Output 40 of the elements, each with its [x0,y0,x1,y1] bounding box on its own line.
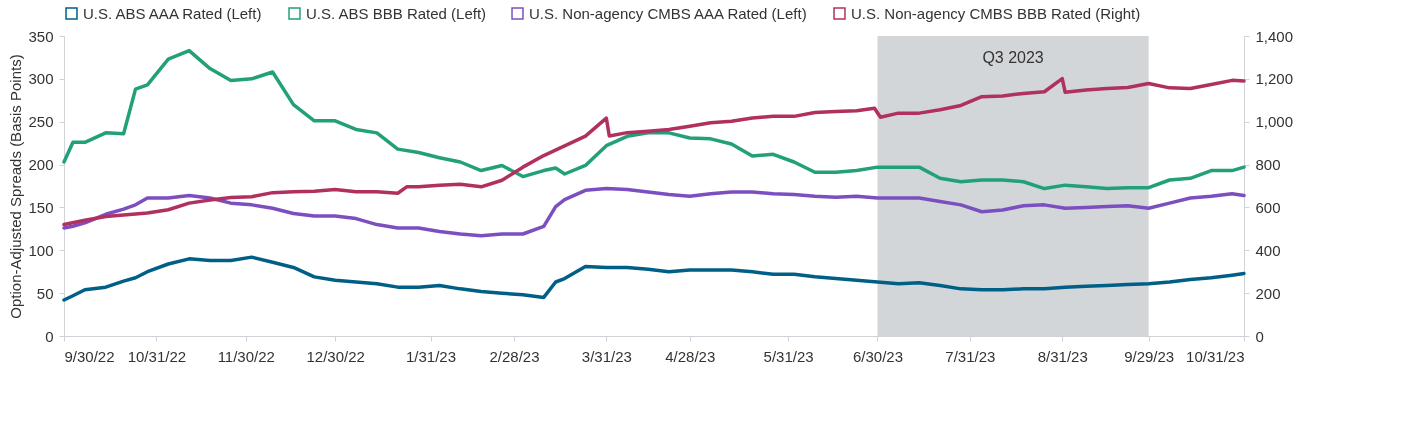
x-tick-label: 6/30/23 [852,347,904,365]
line-series [62,255,1246,302]
y2-tick-label: 1,200 [1255,70,1294,88]
line-series [62,186,1246,238]
y2-tick-label: 400 [1255,241,1281,259]
y-axis-title: Option-Adjusted Spreads (Basis Points) [7,54,25,319]
y2-tick-label: 800 [1255,156,1281,174]
legend-label: U.S. ABS AAA Rated (Left) [83,4,262,22]
y2-tick-label: 1,000 [1255,113,1294,131]
y2-tick-label: 1,400 [1255,27,1294,45]
legend-label: U.S. Non-agency CMBS BBB Rated (Right) [851,4,1141,22]
x-tick-label: 8/31/23 [1037,347,1088,365]
y-tick-label: 200 [28,156,54,174]
x-tick-label: 10/31/22 [127,347,187,365]
x-tick-label: 3/31/23 [581,347,632,365]
y2-tick-label: 600 [1255,198,1281,216]
x-tick-label: 2/28/23 [489,347,540,365]
y-tick-label: 0 [45,327,54,345]
y-tick-label: 100 [28,241,54,259]
x-tick-label: 9/30/22 [64,347,115,365]
x-tick-label: 4/28/23 [665,347,716,365]
x-tick-label: 1/31/23 [405,347,457,365]
line-series [62,76,1246,227]
x-tick-label: 9/29/23 [1124,347,1175,365]
band-label: Q3 2023 [982,49,1044,66]
y-tick-label: 250 [28,113,54,131]
y2-tick-label: 0 [1255,327,1264,345]
y-tick-label: 150 [28,198,54,216]
line-series [62,48,1246,191]
legend-label: U.S. Non-agency CMBS AAA Rated (Left) [529,4,807,22]
y2-tick-label: 200 [1255,284,1281,302]
legend-label: U.S. ABS BBB Rated (Left) [306,4,487,22]
x-tick-label: 11/30/22 [217,347,275,365]
y-tick-label: 300 [28,70,54,88]
y-tick-label: 350 [28,27,54,45]
x-tick-label: 12/30/22 [306,347,365,365]
y-tick-label: 50 [36,284,54,302]
x-tick-label: 10/31/23 [1186,347,1245,365]
x-tick-label: 7/31/23 [945,347,996,365]
x-tick-label: 5/31/23 [763,347,814,365]
